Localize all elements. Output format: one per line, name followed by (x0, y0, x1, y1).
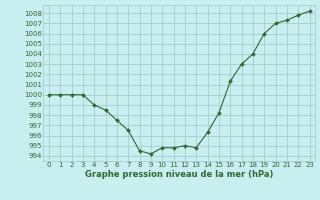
X-axis label: Graphe pression niveau de la mer (hPa): Graphe pression niveau de la mer (hPa) (85, 170, 273, 179)
